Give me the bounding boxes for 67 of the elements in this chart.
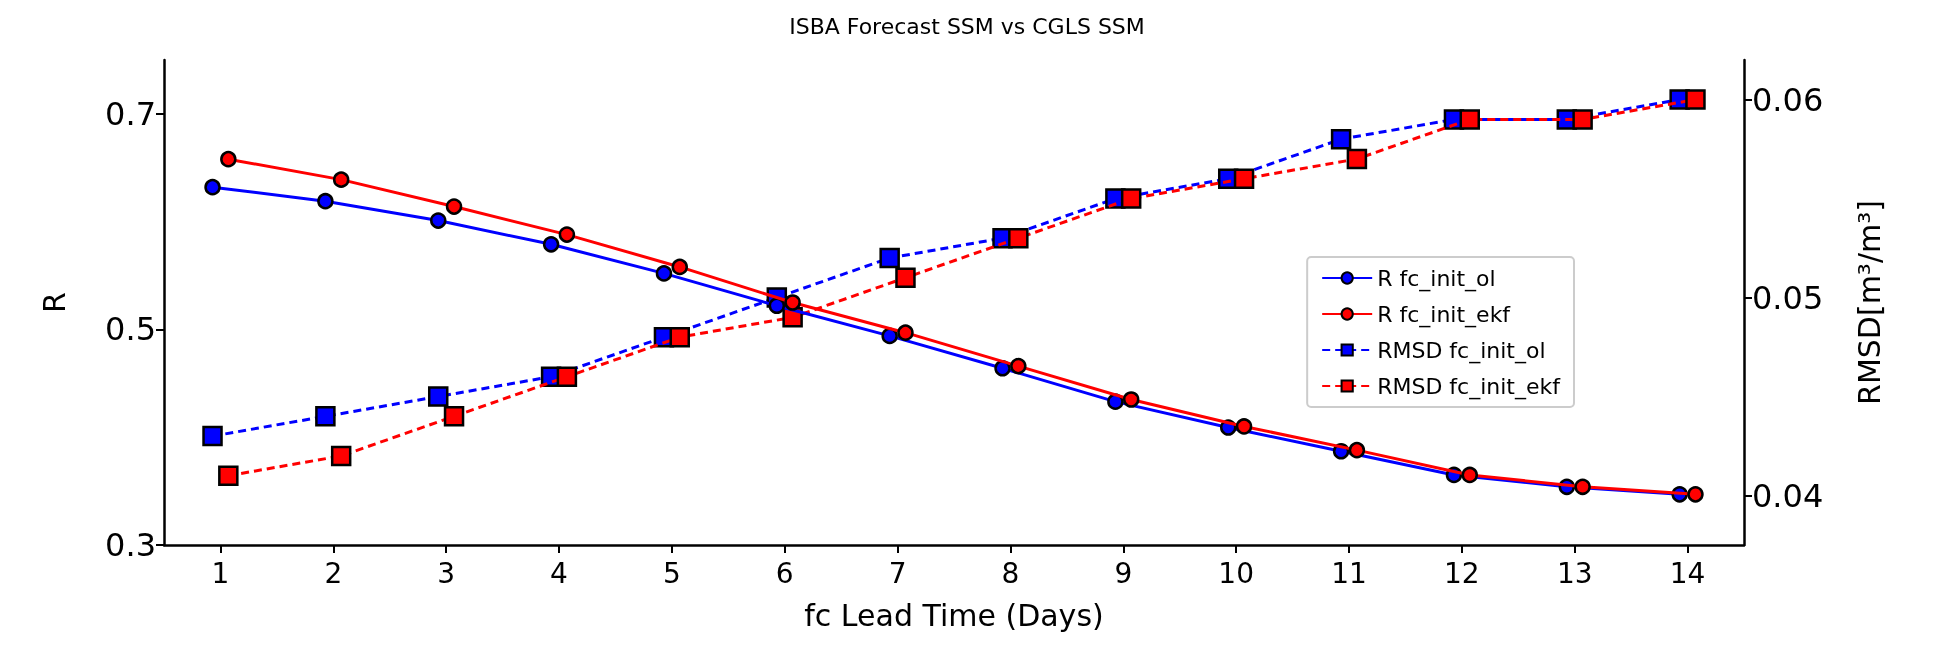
point — [879, 247, 900, 269]
point — [1574, 478, 1591, 496]
point — [768, 297, 786, 314]
point — [1330, 128, 1352, 150]
point — [556, 366, 578, 387]
point — [1122, 391, 1140, 408]
x-tick-label: 4 — [550, 556, 568, 590]
y-tick-label: 0.5 — [105, 310, 156, 349]
chart-title: ISBA Forecast SSM vs CGLS SSM — [789, 13, 1145, 39]
x-tick-label: 10 — [1218, 556, 1254, 590]
point — [1008, 227, 1029, 249]
point — [220, 150, 237, 168]
point — [445, 198, 463, 215]
x-tick-label: 1 — [211, 556, 230, 590]
point — [427, 386, 449, 407]
y2-tick-label: 0.04 — [1752, 476, 1824, 515]
x-tick-label: 12 — [1444, 556, 1480, 590]
y2-tick-label: 0.06 — [1752, 80, 1824, 119]
y-axis-title: R — [36, 292, 72, 313]
y2-axis-title: RMSD[m³/m³] — [1851, 200, 1887, 405]
point — [1461, 466, 1479, 484]
x-tick-label: 8 — [1001, 556, 1020, 590]
point — [1348, 441, 1366, 459]
x-tick-label: 9 — [1114, 556, 1133, 590]
point — [895, 267, 916, 289]
legend-label: R fc_init_ol — [1377, 265, 1496, 292]
point — [881, 327, 898, 345]
point — [315, 406, 336, 427]
point — [202, 425, 223, 447]
point — [1233, 168, 1255, 190]
point — [1572, 109, 1593, 130]
point — [430, 212, 447, 229]
point — [1687, 486, 1704, 503]
point — [1120, 188, 1142, 209]
y2-tick-label: 0.05 — [1752, 278, 1824, 317]
point — [1459, 109, 1481, 130]
legend-label: RMSD fc_init_ol — [1377, 337, 1546, 364]
x-tick-label: 11 — [1331, 556, 1367, 590]
legend-label: RMSD fc_init_ekf — [1377, 373, 1562, 400]
x-axis-title: fc Lead Time (Days) — [804, 597, 1104, 633]
point — [784, 294, 801, 311]
point — [332, 171, 350, 188]
x-tick-label: 5 — [662, 556, 681, 590]
x-tick-label: 3 — [437, 556, 456, 590]
point — [542, 236, 560, 253]
point — [1685, 89, 1706, 110]
y-tick-label: 0.7 — [105, 94, 156, 133]
x-tick-label: 7 — [888, 556, 907, 590]
point — [897, 324, 914, 341]
point — [317, 192, 334, 210]
point — [655, 265, 673, 282]
point — [669, 326, 691, 348]
point — [443, 406, 465, 427]
point — [558, 226, 576, 243]
x-tick-label: 14 — [1669, 556, 1706, 590]
legend-label: R fc_init_ekf — [1377, 301, 1512, 328]
point — [218, 465, 239, 486]
x-tick-label: 2 — [324, 556, 343, 590]
point — [1346, 148, 1368, 170]
point — [1235, 418, 1253, 435]
x-tick-label: 13 — [1556, 556, 1593, 590]
point — [204, 178, 221, 196]
point — [330, 445, 352, 467]
x-tick-label: 6 — [775, 556, 794, 590]
point — [1010, 357, 1027, 375]
point — [671, 258, 689, 276]
y-tick-label: 0.3 — [105, 526, 156, 564]
